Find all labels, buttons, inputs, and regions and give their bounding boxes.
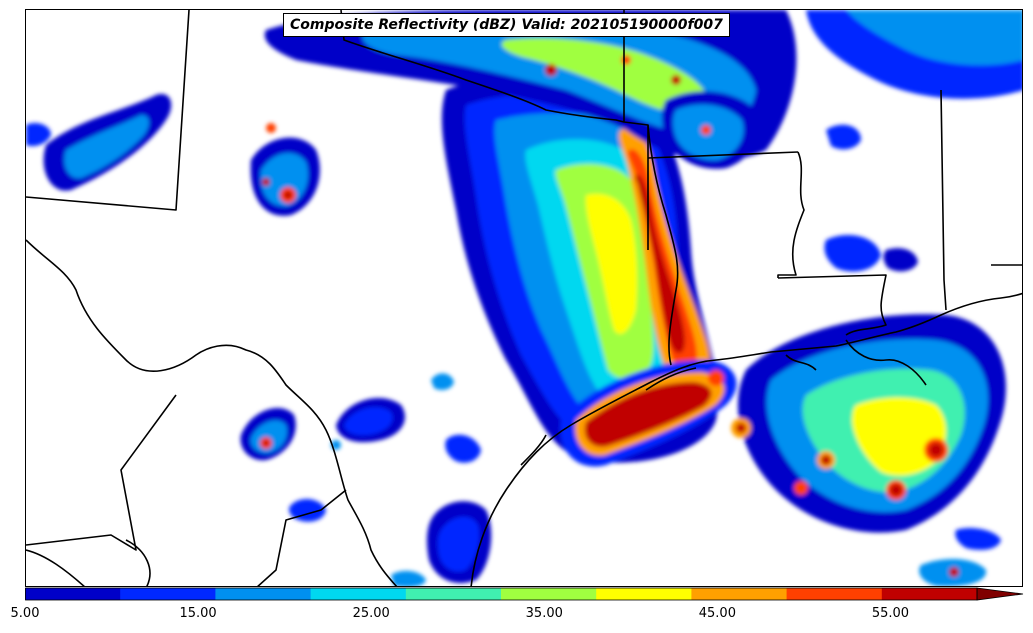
- border-mexico-states3: [125, 539, 151, 586]
- border-ok-tx: [340, 10, 625, 123]
- border-nm-line: [26, 10, 190, 211]
- colorbar-extend-arrow: [976, 587, 1024, 601]
- echo-northeast: [661, 91, 918, 272]
- border-mexico-states2: [257, 489, 347, 586]
- border-mexico: [26, 239, 398, 586]
- reflectivity-map: [26, 10, 1022, 586]
- border-miss-river: [777, 151, 805, 278]
- border-ar-north: [647, 151, 799, 159]
- radar-echoes: [26, 10, 1022, 586]
- colorbar-bin: [310, 588, 407, 600]
- echo-west: [26, 94, 405, 522]
- colorbar-tick-label: 55.00: [871, 606, 910, 621]
- echo-south: [391, 373, 492, 586]
- colorbar-tick-label: 25.00: [352, 606, 390, 621]
- colorbar-bin: [691, 588, 788, 600]
- colorbar-outline: [25, 587, 978, 601]
- political-boundaries: [26, 10, 1022, 586]
- colorbar-bin: [501, 588, 597, 600]
- border-tx-la: [647, 124, 679, 366]
- echo-coastal-line: [560, 360, 737, 467]
- border-mexico-states: [26, 394, 177, 551]
- colorbar-bin: [786, 588, 883, 600]
- border-mexico-states4: [26, 549, 85, 586]
- colorbar-tick-label: 35.00: [525, 606, 563, 621]
- echo-se-corner: [919, 528, 1001, 586]
- colorbar-bin: [215, 588, 312, 600]
- colorbar-bin: [405, 588, 502, 600]
- colorbar-bin: [881, 588, 978, 600]
- map-title: Composite Reflectivity (dBZ) Valid: 2021…: [283, 13, 730, 37]
- coastline: [470, 292, 1022, 586]
- echo-louisiana: [708, 314, 1006, 533]
- colorbar: [25, 587, 1024, 601]
- border-ms-al: [940, 89, 947, 311]
- map-frame: [25, 9, 1023, 587]
- border-ar-la: [623, 10, 649, 250]
- colorbar-bin: [25, 588, 121, 600]
- colorbar-bin: [120, 588, 216, 600]
- colorbar-tick-label: 45.00: [698, 606, 736, 621]
- border-ms-la: [777, 274, 887, 336]
- colorbar-tick-label: 5.00: [10, 606, 40, 621]
- colorbar-tick-label: 15.00: [179, 606, 217, 621]
- colorbar-bin: [596, 588, 692, 600]
